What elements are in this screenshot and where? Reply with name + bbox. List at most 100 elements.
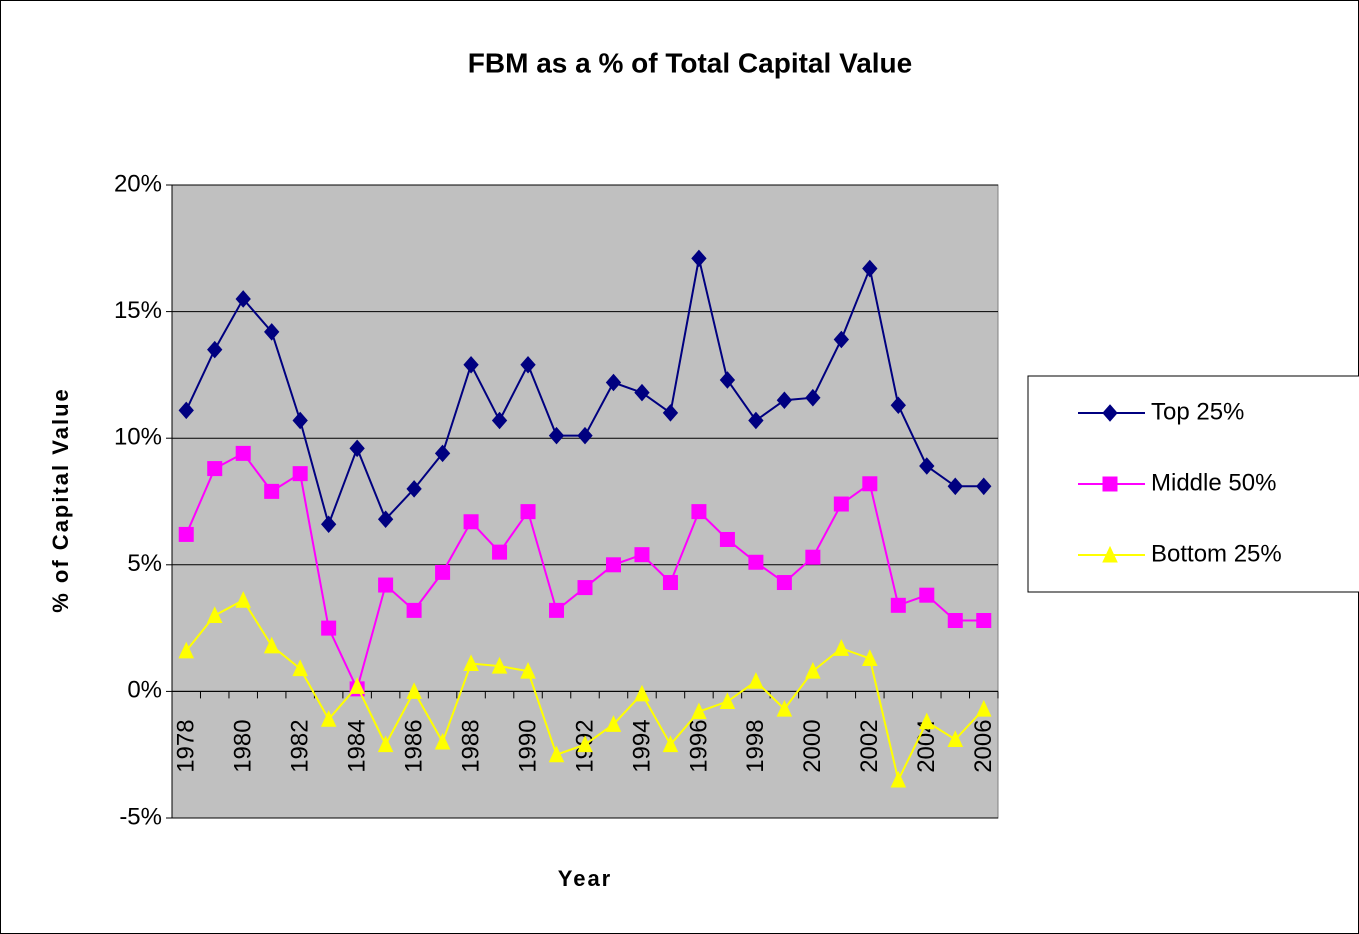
- marker: [748, 554, 764, 570]
- marker: [292, 659, 308, 677]
- marker: [434, 444, 451, 463]
- marker: [207, 340, 223, 359]
- marker: [947, 730, 964, 748]
- y-tick-label: 20%: [114, 170, 162, 197]
- x-tick-label: 2000: [799, 719, 826, 772]
- marker: [435, 564, 451, 580]
- x-tick-label: 1988: [457, 719, 484, 772]
- marker: [1102, 404, 1118, 422]
- marker: [919, 587, 935, 603]
- marker: [235, 290, 251, 308]
- marker: [207, 461, 223, 477]
- marker: [919, 712, 935, 730]
- marker: [662, 735, 679, 753]
- marker: [406, 682, 422, 699]
- marker: [263, 636, 280, 654]
- marker: [235, 445, 251, 461]
- marker: [662, 404, 679, 422]
- marker: [862, 476, 878, 492]
- marker: [577, 735, 593, 753]
- marker: [976, 477, 992, 496]
- x-tick-label: 1982: [287, 719, 314, 772]
- marker: [463, 654, 479, 672]
- marker: [206, 606, 223, 623]
- marker: [434, 732, 451, 750]
- legend-label: Top 25%: [1151, 398, 1244, 425]
- x-tick-label: 1998: [742, 719, 769, 772]
- marker: [776, 391, 793, 409]
- y-tick-label: -5%: [119, 803, 162, 830]
- marker: [320, 710, 337, 727]
- marker: [662, 575, 678, 591]
- marker: [719, 531, 735, 547]
- marker: [805, 549, 821, 565]
- marker: [492, 544, 508, 560]
- marker: [634, 684, 650, 702]
- marker: [833, 496, 849, 512]
- marker: [491, 411, 508, 430]
- marker: [634, 547, 650, 563]
- marker: [805, 388, 821, 407]
- marker: [264, 323, 280, 341]
- x-tick-label: 1994: [628, 719, 655, 772]
- marker: [890, 770, 907, 788]
- marker: [548, 426, 565, 445]
- y-tick-label: 5%: [127, 550, 162, 577]
- y-tick-label: 15%: [114, 297, 162, 324]
- marker: [748, 672, 764, 689]
- marker: [520, 504, 536, 520]
- marker: [378, 577, 394, 593]
- marker: [463, 356, 479, 374]
- legend-label: Bottom 25%: [1151, 540, 1282, 567]
- marker: [463, 514, 479, 530]
- marker: [691, 504, 707, 520]
- marker: [776, 699, 793, 717]
- marker: [320, 515, 337, 534]
- marker: [605, 557, 621, 573]
- y-tick-label: 10%: [114, 424, 162, 451]
- marker: [321, 620, 337, 636]
- marker: [406, 602, 422, 618]
- x-axis-label: Year: [558, 866, 613, 891]
- marker: [178, 526, 194, 542]
- marker: [406, 480, 422, 498]
- marker: [235, 591, 251, 608]
- marker: [349, 677, 365, 694]
- marker: [748, 411, 764, 430]
- x-tick-label: 1986: [400, 719, 427, 772]
- marker: [776, 575, 792, 591]
- marker: [520, 356, 536, 374]
- marker: [975, 699, 992, 717]
- marker: [1102, 545, 1118, 563]
- marker: [890, 396, 906, 415]
- marker: [719, 371, 736, 389]
- marker: [862, 649, 878, 666]
- x-tick-label: 1996: [685, 719, 712, 772]
- marker: [691, 249, 707, 268]
- marker: [976, 613, 992, 629]
- marker: [805, 661, 821, 679]
- legend-label: Middle 50%: [1151, 469, 1276, 496]
- marker: [577, 426, 593, 445]
- marker: [520, 661, 536, 679]
- marker: [1102, 476, 1118, 492]
- y-axis-label: % of Capital Value: [48, 387, 73, 613]
- x-tick-label: 1990: [514, 719, 541, 772]
- marker: [292, 466, 308, 482]
- marker: [264, 483, 280, 499]
- marker: [178, 641, 195, 659]
- x-tick-label: 2006: [970, 719, 997, 772]
- x-tick-label: 1978: [173, 719, 200, 772]
- x-tick-label: 2002: [856, 719, 883, 772]
- x-tick-label: 1984: [343, 719, 370, 772]
- marker: [691, 702, 707, 720]
- marker: [491, 656, 508, 674]
- marker: [605, 715, 622, 732]
- marker: [548, 745, 565, 763]
- marker: [178, 401, 194, 420]
- marker: [377, 510, 394, 528]
- marker: [947, 613, 963, 629]
- marker: [890, 597, 906, 613]
- marker: [292, 411, 308, 430]
